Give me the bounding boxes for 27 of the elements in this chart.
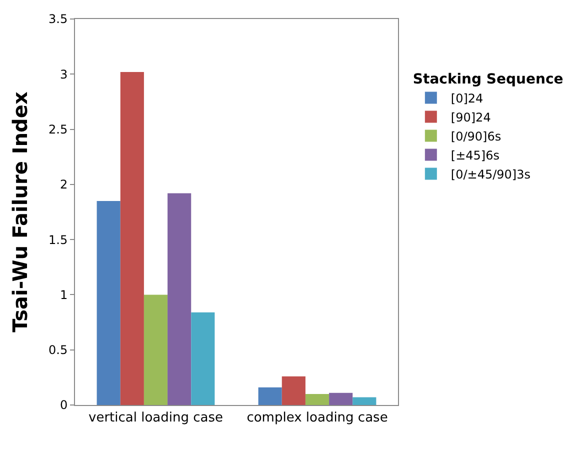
bar bbox=[258, 387, 282, 405]
legend-label: [0/90]6s bbox=[450, 129, 502, 144]
bar bbox=[120, 72, 144, 405]
y-tick-label: 0.5 bbox=[48, 343, 68, 358]
y-axis-title: Tsai-Wu Failure Index bbox=[8, 92, 32, 332]
bar bbox=[168, 193, 192, 405]
x-tick-label: complex loading case bbox=[246, 410, 388, 426]
bar bbox=[352, 397, 376, 405]
legend-title: Stacking Sequence bbox=[412, 71, 564, 88]
bar bbox=[191, 312, 215, 405]
y-tick-label: 0 bbox=[60, 398, 68, 412]
bar bbox=[144, 294, 168, 405]
legend-label: [±45]6s bbox=[450, 148, 500, 162]
y-tick-label: 1.5 bbox=[48, 232, 68, 247]
bar bbox=[96, 200, 120, 405]
y-tick-label: 3 bbox=[60, 67, 68, 82]
y-tick-label: 2.5 bbox=[48, 122, 68, 136]
legend-label: [0]24 bbox=[450, 91, 484, 106]
legend-label: [0/±45/90]3s bbox=[450, 167, 530, 182]
bar bbox=[305, 394, 330, 405]
y-tick-label: 2 bbox=[60, 178, 68, 192]
bar bbox=[282, 376, 306, 405]
bar bbox=[329, 392, 353, 405]
y-tick-label: 3.5 bbox=[48, 12, 68, 26]
y-tick-label: 1 bbox=[60, 288, 68, 302]
legend-label: [90]24 bbox=[450, 110, 491, 124]
x-tick-label: vertical loading case bbox=[88, 410, 224, 426]
